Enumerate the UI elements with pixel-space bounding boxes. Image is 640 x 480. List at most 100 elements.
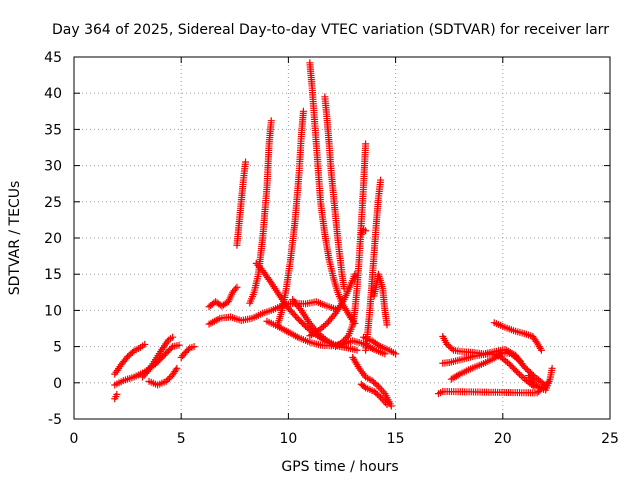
- data-point-marker: [514, 369, 522, 377]
- data-point-marker: [162, 377, 170, 385]
- data-point-marker: [516, 357, 524, 365]
- data-point-marker: [512, 367, 520, 375]
- data-point-marker: [358, 229, 366, 237]
- data-point-marker: [362, 140, 370, 148]
- data-point-marker: [190, 343, 198, 351]
- data-point-marker: [173, 364, 181, 372]
- data-point-marker: [353, 346, 361, 354]
- data-point-marker: [377, 176, 385, 184]
- data-point-marker: [362, 227, 370, 235]
- plot-frame: [73, 56, 611, 420]
- x-tick-label: 20: [494, 431, 512, 447]
- data-point-marker: [517, 372, 525, 380]
- data-point-marker: [383, 321, 391, 329]
- data-point-marker: [375, 341, 383, 349]
- data-point-marker: [387, 402, 395, 410]
- data-point-marker: [128, 348, 136, 356]
- data-point-marker: [164, 376, 172, 384]
- series-arc-h: [233, 158, 250, 249]
- data-point-marker: [165, 374, 173, 382]
- data-point-marker: [184, 345, 192, 353]
- y-tick-label: 30: [44, 159, 62, 175]
- series-arc-f: [205, 283, 241, 311]
- data-point-marker: [340, 343, 348, 351]
- y-tick-label: 10: [44, 303, 62, 319]
- series-arc-aa: [490, 319, 545, 354]
- y-tick-label: 45: [44, 50, 62, 66]
- data-point-marker: [376, 384, 384, 392]
- y-tick-label: 0: [53, 376, 62, 392]
- series-arc-t: [370, 270, 391, 329]
- data-point-marker: [232, 285, 240, 293]
- series-arc-q: [332, 140, 370, 351]
- series-arc-o: [321, 93, 348, 293]
- series-arc-e: [177, 343, 198, 361]
- data-point-marker: [172, 366, 180, 374]
- data-point-marker: [548, 364, 556, 372]
- series-arc-r: [357, 225, 370, 238]
- data-point-marker: [341, 335, 349, 343]
- y-tick-label: 15: [44, 267, 62, 283]
- series-arc-p: [306, 270, 359, 340]
- data-point-marker: [519, 373, 527, 381]
- data-point-marker: [357, 230, 365, 238]
- y-tick-label: 40: [44, 86, 62, 102]
- x-tick-label: 5: [177, 431, 186, 447]
- series-arc-u: [349, 353, 395, 410]
- data-point-marker: [497, 350, 505, 358]
- series-arc-a: [111, 340, 149, 378]
- data-point-marker: [330, 311, 338, 319]
- data-point-marker: [299, 107, 307, 115]
- series-arc-v: [359, 333, 400, 358]
- series-arc-y: [439, 350, 539, 391]
- x-tick-label: 0: [70, 431, 79, 447]
- data-point-marker: [383, 401, 391, 409]
- data-point-marker: [175, 341, 183, 349]
- series-arc-z: [447, 348, 524, 383]
- series-arc-w: [357, 380, 391, 409]
- data-point-marker: [141, 340, 149, 348]
- data-point-marker: [448, 345, 456, 353]
- series-arc-ac: [434, 379, 552, 398]
- x-tick-label: 25: [601, 431, 619, 447]
- x-tick-label: 10: [279, 431, 297, 447]
- data-markers: [111, 59, 556, 410]
- data-point-marker: [514, 356, 522, 364]
- data-point-marker: [233, 283, 241, 291]
- data-point-marker: [169, 333, 177, 341]
- y-tick-label: 25: [44, 195, 62, 211]
- data-point-marker: [167, 344, 175, 352]
- data-point-marker: [267, 117, 275, 125]
- data-point-marker: [392, 350, 400, 358]
- x-axis-label: GPS time / hours: [281, 459, 398, 475]
- series-arc-d: [145, 364, 181, 389]
- data-point-marker: [321, 321, 329, 329]
- data-point-marker: [338, 338, 346, 346]
- data-point-marker: [544, 379, 552, 387]
- data-point-marker: [343, 333, 351, 341]
- data-point-marker: [351, 270, 359, 278]
- chart-title: Day 364 of 2025, Sidereal Day-to-day VTE…: [52, 22, 609, 38]
- data-point-marker: [542, 380, 550, 388]
- data-point-marker: [321, 335, 329, 343]
- data-point-marker: [242, 158, 250, 166]
- data-point-marker: [454, 371, 462, 379]
- series-arc-ad: [111, 390, 121, 403]
- data-point-marker: [516, 370, 524, 378]
- y-tick-label: 20: [44, 231, 62, 247]
- series-arc-c: [139, 333, 177, 381]
- data-point-marker: [537, 346, 545, 354]
- y-tick-label: 5: [53, 340, 62, 356]
- series-arc-s: [362, 176, 385, 354]
- data-point-marker: [360, 383, 368, 391]
- data-point-marker: [340, 337, 348, 345]
- data-point-marker: [373, 381, 381, 389]
- y-tick-label: 35: [44, 122, 62, 138]
- series-arc-k: [274, 107, 307, 329]
- y-axis-label: SDTVAR / TECUs: [7, 181, 23, 296]
- x-tick-label: 15: [387, 431, 405, 447]
- y-tick-label: -5: [48, 412, 62, 428]
- data-point-marker: [113, 390, 121, 398]
- data-point-marker: [375, 392, 383, 400]
